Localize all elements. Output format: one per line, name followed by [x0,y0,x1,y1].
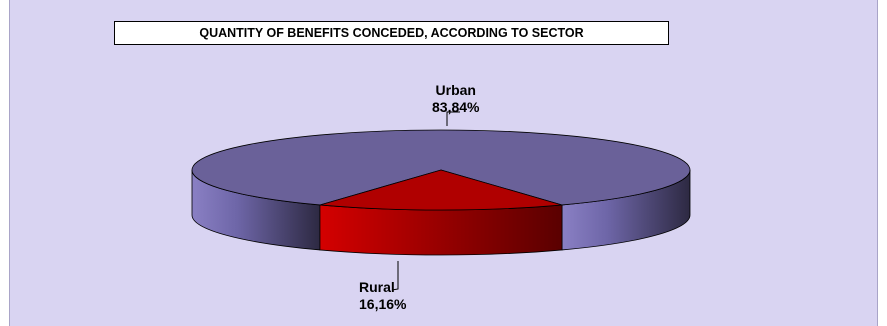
rural-slice [319,169,563,211]
label-rural-value: 16,16% [359,296,407,312]
leader-lines [391,111,460,291]
rural-leader-line [391,261,399,291]
pie-slices [191,129,691,256]
rural-side [319,204,563,256]
urban-leader-line [446,111,460,126]
label-urban: Urban 83,84% [432,82,479,116]
label-urban-value: 83,84% [432,99,480,115]
label-rural-name: Rural [359,279,395,295]
chart-title: QUANTITY OF BENEFITS CONCEDED, ACCORDING… [114,21,669,45]
urban-slice [191,129,691,206]
label-urban-name: Urban [435,82,476,98]
label-rural: Rural 16,16% [359,279,406,313]
